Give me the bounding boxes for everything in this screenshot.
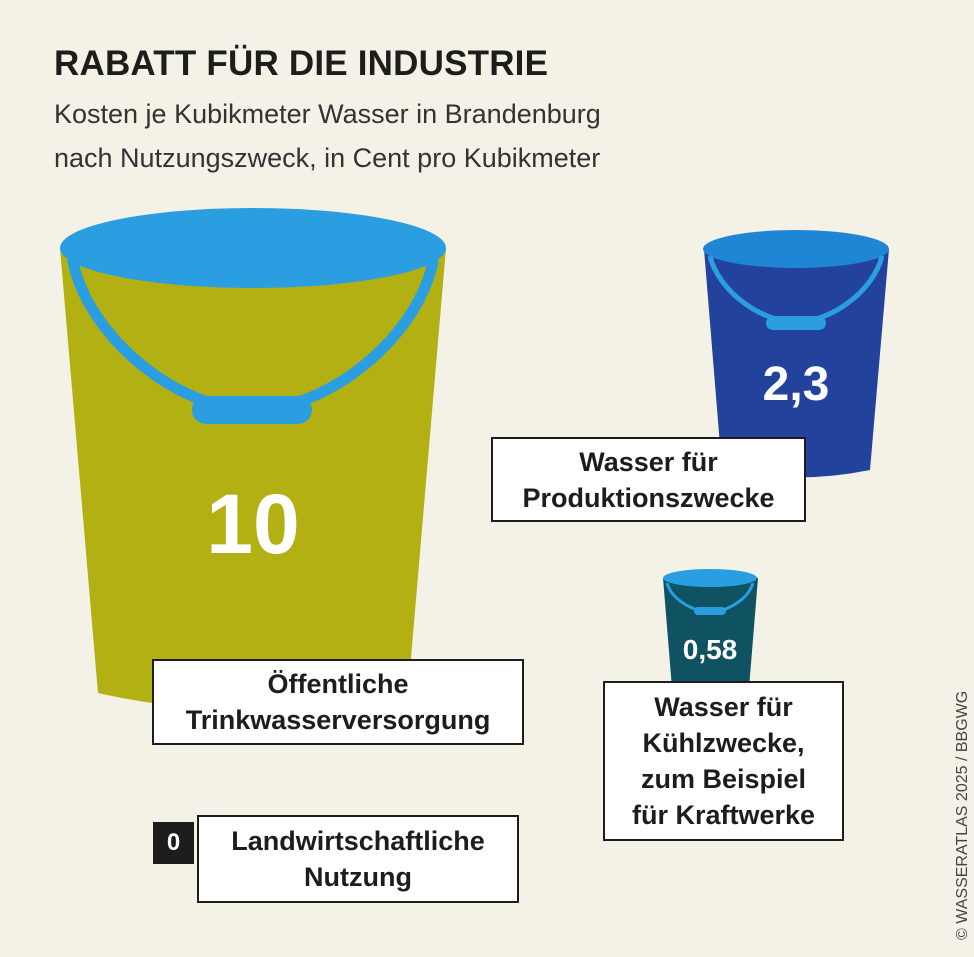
- label-produktion-line-1: Wasser für: [579, 446, 718, 477]
- label-landwirtschaft-line-2: Nutzung: [304, 862, 412, 892]
- chart-title: RABATT FÜR DIE INDUSTRIE: [54, 44, 549, 83]
- value-label-kuehlung: 0,58: [683, 634, 738, 665]
- bucket-kuehlung: 0,58: [663, 569, 758, 691]
- subtitle-line-2: nach Nutzungszweck, in Cent pro Kubikmet…: [54, 143, 601, 173]
- bucket-produktion-water: [703, 230, 889, 268]
- label-landwirtschaft-line-1: Landwirtschaftliche: [231, 826, 485, 856]
- label-kuehlung: Wasser für Kühlzwecke, zum Beispiel für …: [603, 681, 844, 841]
- bucket-kuehlung-handle-grip: [694, 607, 726, 615]
- subtitle-line-1: Kosten je Kubikmeter Wasser in Brandenbu…: [54, 99, 601, 129]
- value-label-produktion: 2,3: [763, 358, 830, 411]
- label-kuehlung-line-4: für Kraftwerke: [631, 800, 816, 830]
- label-produktion-line-2: Produktionszwecke: [522, 482, 775, 513]
- chart-subtitle: Kosten je Kubikmeter Wasser in Brandenbu…: [54, 92, 754, 180]
- bucket-trinkwasser-water: [60, 208, 446, 288]
- label-trinkwasser: Öffentliche Trinkwasserversorgung: [152, 659, 524, 745]
- value-label-trinkwasser: 10: [206, 477, 299, 571]
- label-kuehlung-line-2: Kühlzwecke,: [642, 728, 805, 758]
- label-landwirtschaft: Landwirtschaftliche Nutzung: [197, 815, 519, 903]
- bucket-trinkwasser: 10: [60, 208, 446, 711]
- label-kuehlung-line-1: Wasser für: [654, 692, 793, 722]
- label-produktion: Wasser für Produktionszwecke: [491, 437, 806, 522]
- label-trinkwasser-line-1: Öffentliche: [267, 669, 409, 699]
- bucket-kuehlung-water: [663, 569, 757, 587]
- bucket-produktion-handle-grip: [766, 316, 826, 330]
- bucket-trinkwasser-handle-grip: [192, 396, 312, 424]
- bucket-produktion: 2,3: [703, 230, 889, 478]
- bucket-trinkwasser-body: [60, 248, 446, 711]
- value-label-landwirtschaft: 0: [153, 822, 194, 864]
- source-credit: © WASSERATLAS 2025 / BBGWG: [954, 690, 971, 940]
- label-trinkwasser-line-2: Trinkwasserversorgung: [185, 705, 491, 735]
- label-kuehlung-line-3: zum Beispiel: [640, 764, 807, 794]
